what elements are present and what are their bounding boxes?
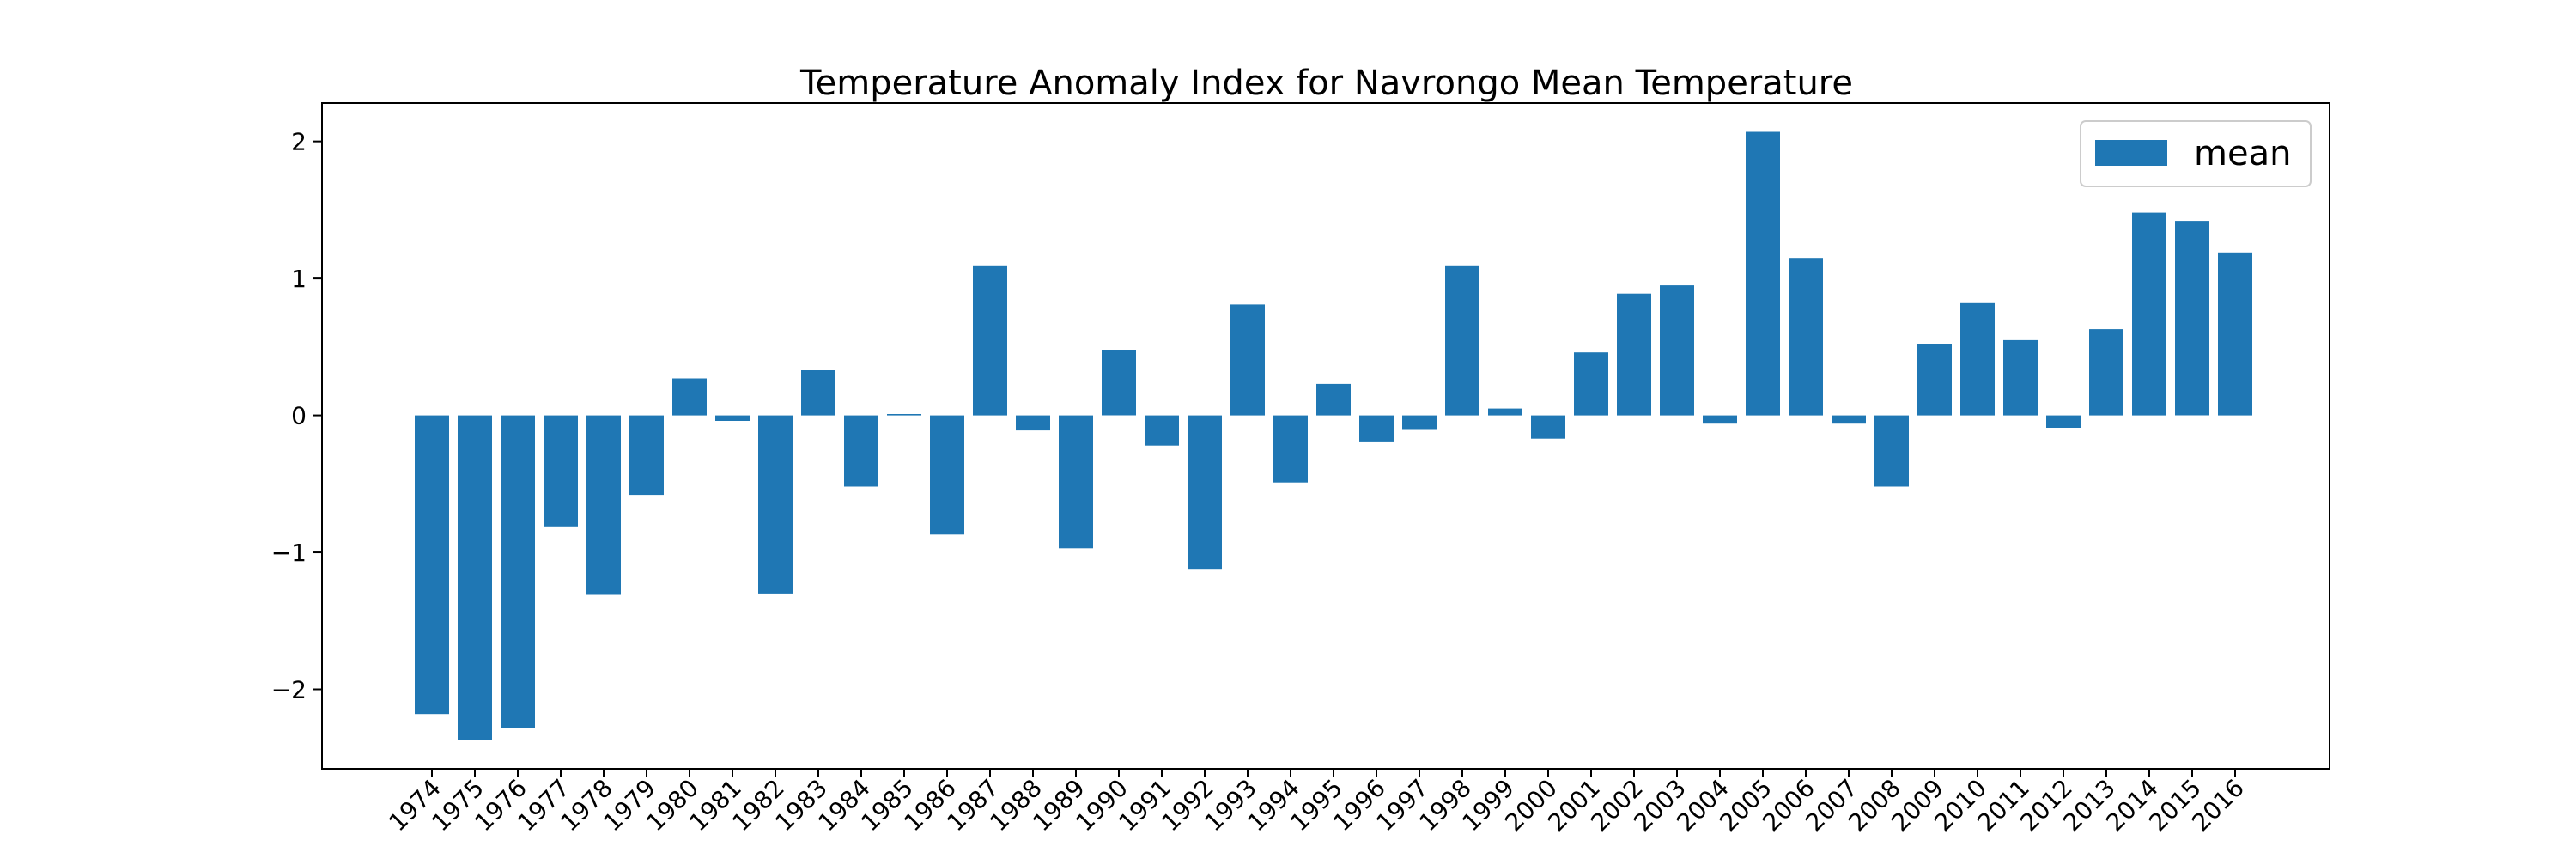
bar-1997: [1402, 415, 1437, 430]
x-axis: 1974197519761977197819791980198119821983…: [383, 769, 2250, 837]
bar-2007: [1832, 415, 1866, 424]
legend-label-mean: mean: [2194, 134, 2291, 174]
bar-1975: [458, 415, 492, 740]
bar-1977: [544, 415, 578, 527]
bar-2010: [1960, 302, 1995, 416]
bar-2006: [1789, 258, 1823, 416]
bar-2000: [1531, 415, 1565, 439]
plot-frame: [321, 102, 2330, 770]
bar-2014: [2132, 212, 2166, 416]
bar-2012: [2046, 415, 2081, 428]
bar-1984: [844, 415, 878, 487]
y-tick-label: −1: [271, 539, 307, 567]
legend: mean: [2080, 120, 2312, 187]
bar-1976: [501, 415, 535, 728]
bar-2005: [1746, 131, 1780, 416]
bar-1974: [415, 415, 449, 715]
bar-2002: [1617, 293, 1651, 416]
bar-1982: [758, 415, 793, 594]
bar-2008: [1874, 415, 1909, 487]
bar-2011: [2003, 339, 2038, 416]
bar-1989: [1059, 415, 1093, 549]
bar-1998: [1445, 265, 1479, 416]
legend-swatch-mean: [2095, 140, 2167, 166]
bar-1995: [1316, 383, 1351, 416]
y-axis: −2 −1 0 1 2: [271, 128, 322, 704]
bar-1986: [930, 415, 964, 535]
bar-1993: [1230, 304, 1265, 416]
bar-1987: [973, 265, 1007, 416]
bar-2013: [2089, 329, 2123, 416]
bar-1999: [1488, 408, 1522, 416]
bar-1985: [887, 414, 921, 416]
bar-1983: [801, 370, 835, 416]
legend-box: [2080, 120, 2312, 187]
chart-title: Temperature Anomaly Index for Navrongo M…: [799, 64, 1853, 103]
y-tick-label: 1: [291, 265, 307, 293]
bar-2004: [1703, 415, 1737, 424]
bar-1981: [715, 415, 750, 421]
bars-group: [415, 131, 2252, 740]
bar-1979: [629, 415, 664, 496]
bar-1990: [1102, 350, 1136, 416]
bar-2009: [1917, 344, 1952, 416]
y-tick-label: 0: [291, 402, 307, 430]
bar-2015: [2175, 221, 2209, 416]
bar-2001: [1574, 352, 1608, 416]
bar-2016: [2218, 252, 2252, 416]
y-tick-label: −2: [271, 676, 307, 704]
bar-1991: [1145, 415, 1179, 446]
y-tick-label: 2: [291, 128, 307, 156]
bar-2003: [1660, 285, 1694, 416]
bar-1978: [586, 415, 621, 595]
bar-1988: [1016, 415, 1050, 431]
bar-1992: [1188, 415, 1222, 570]
bar-1994: [1273, 415, 1308, 483]
bar-1996: [1359, 415, 1394, 442]
bar-1980: [672, 378, 707, 416]
